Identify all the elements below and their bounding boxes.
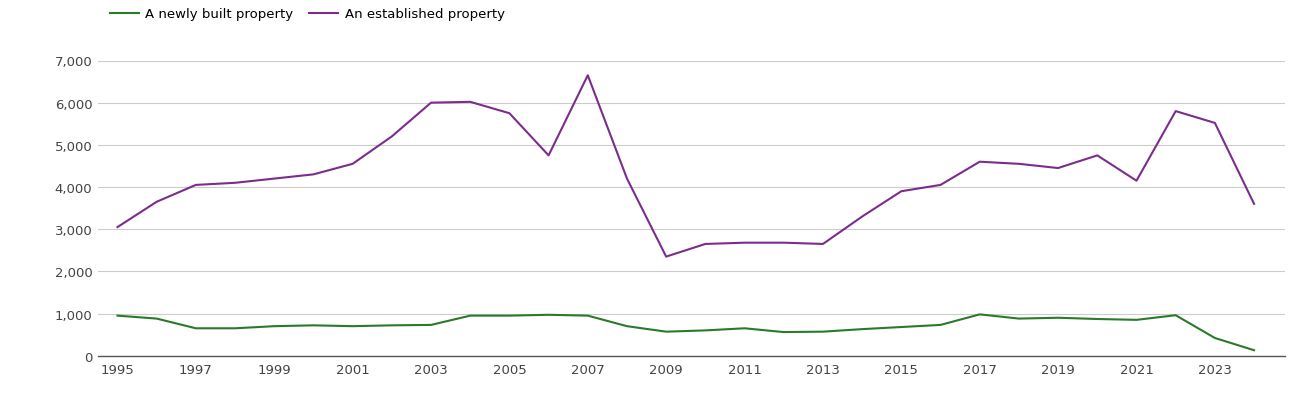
A newly built property xyxy=(462,313,478,318)
A newly built property xyxy=(579,313,595,318)
A newly built property xyxy=(816,329,831,334)
An established property xyxy=(698,242,714,247)
An established property xyxy=(1051,166,1066,171)
A newly built property xyxy=(619,324,634,329)
A newly built property xyxy=(698,328,714,333)
A newly built property xyxy=(110,313,125,318)
An established property xyxy=(384,135,399,139)
An established property xyxy=(1011,162,1027,167)
A newly built property xyxy=(188,326,204,331)
An established property xyxy=(1090,153,1105,158)
A newly built property xyxy=(501,313,517,318)
An established property xyxy=(933,183,949,188)
A newly built property xyxy=(423,323,438,328)
An established property xyxy=(462,100,478,105)
A newly built property xyxy=(1129,318,1144,323)
A newly built property xyxy=(345,324,360,329)
An established property xyxy=(501,112,517,117)
A newly built property xyxy=(894,325,910,330)
An established property xyxy=(1246,202,1262,207)
A newly built property xyxy=(776,330,792,335)
An established property xyxy=(737,240,753,245)
An established property xyxy=(149,200,164,205)
A newly built property xyxy=(540,312,556,317)
A newly built property xyxy=(737,326,753,331)
An established property xyxy=(579,74,595,79)
An established property xyxy=(266,177,282,182)
An established property xyxy=(540,153,556,158)
An established property xyxy=(345,162,360,167)
An established property xyxy=(894,189,910,194)
Line: A newly built property: A newly built property xyxy=(117,315,1254,351)
An established property xyxy=(972,160,988,165)
An established property xyxy=(305,173,321,178)
A newly built property xyxy=(227,326,243,331)
An established property xyxy=(188,183,204,188)
A newly built property xyxy=(1011,316,1027,321)
A newly built property xyxy=(266,324,282,329)
An established property xyxy=(1129,179,1144,184)
An established property xyxy=(1168,109,1184,114)
A newly built property xyxy=(972,312,988,317)
A newly built property xyxy=(1207,336,1223,341)
A newly built property xyxy=(1168,313,1184,318)
An established property xyxy=(776,240,792,245)
A newly built property xyxy=(1051,315,1066,320)
An established property xyxy=(816,242,831,247)
Line: An established property: An established property xyxy=(117,76,1254,257)
A newly built property xyxy=(855,327,870,332)
A newly built property xyxy=(384,323,399,328)
An established property xyxy=(855,215,870,220)
A newly built property xyxy=(658,329,673,334)
A newly built property xyxy=(149,316,164,321)
An established property xyxy=(1207,121,1223,126)
An established property xyxy=(227,181,243,186)
A newly built property xyxy=(1246,348,1262,353)
A newly built property xyxy=(933,323,949,328)
Legend: A newly built property, An established property: A newly built property, An established p… xyxy=(104,3,510,27)
A newly built property xyxy=(305,323,321,328)
An established property xyxy=(110,225,125,230)
An established property xyxy=(658,254,673,259)
An established property xyxy=(619,177,634,182)
An established property xyxy=(423,101,438,106)
A newly built property xyxy=(1090,317,1105,322)
